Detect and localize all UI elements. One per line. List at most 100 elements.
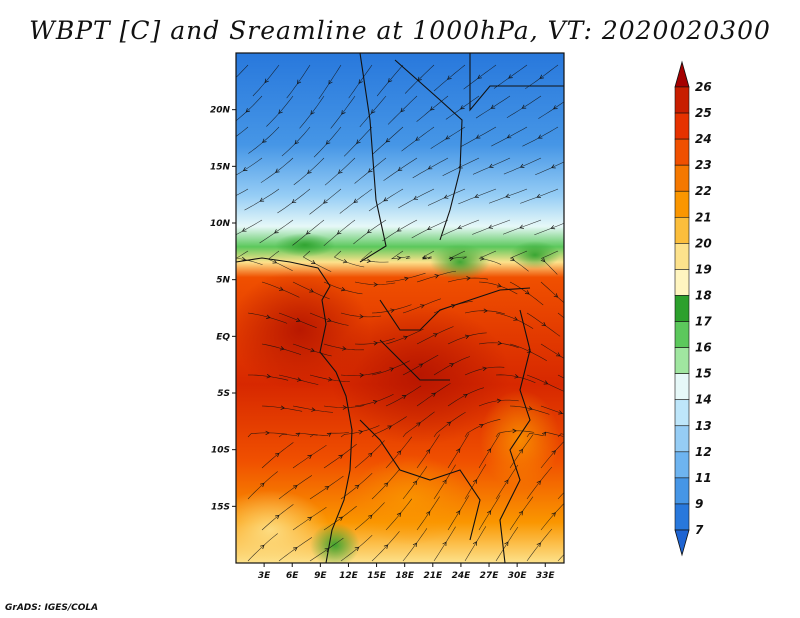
streamline-arrow xyxy=(307,454,313,459)
streamline xyxy=(248,374,289,381)
streamline-arrow xyxy=(368,452,373,458)
lon-tick-label: 33E xyxy=(536,571,556,581)
streamline-arrow xyxy=(367,168,373,173)
streamline-arrow xyxy=(387,425,393,430)
streamline xyxy=(340,534,373,562)
streamline xyxy=(412,157,449,179)
streamline xyxy=(348,64,373,99)
streamline-arrow xyxy=(541,431,547,437)
streamline-arrow xyxy=(459,105,465,110)
streamline xyxy=(433,411,466,438)
streamline-arrow xyxy=(426,225,432,231)
colorbar-box xyxy=(674,190,690,218)
streamline-arrow xyxy=(412,542,418,548)
streamline xyxy=(333,250,365,268)
streamline xyxy=(361,250,389,263)
colorbar-box xyxy=(674,373,690,401)
streamline-arrow xyxy=(356,139,361,145)
streamline-arrow xyxy=(311,407,316,412)
streamline-arrow xyxy=(341,110,346,115)
streamline-arrow xyxy=(359,314,364,319)
colorbar-box xyxy=(674,164,690,192)
streamline-arrow xyxy=(422,255,427,260)
colorbar-box xyxy=(674,269,690,296)
colorbar-label: 15 xyxy=(695,367,712,381)
streamline-arrow xyxy=(305,230,311,235)
streamline xyxy=(339,188,373,214)
streamline-arrow xyxy=(401,395,407,400)
streamline xyxy=(460,126,497,148)
streamline xyxy=(427,188,466,206)
warm-patch-west xyxy=(236,270,370,390)
streamline-arrow xyxy=(514,374,520,379)
colorbar-box xyxy=(674,347,690,374)
streamline-arrow xyxy=(570,545,574,549)
streamline xyxy=(478,342,519,349)
streamline xyxy=(416,326,454,345)
colorbar-box xyxy=(674,138,690,166)
streamline-arrow xyxy=(396,255,402,261)
streamline-arrow xyxy=(508,74,513,79)
streamline-arrow xyxy=(397,166,403,171)
streamline-arrow xyxy=(431,392,436,397)
streamline xyxy=(323,343,364,351)
streamline-arrow xyxy=(482,366,488,371)
streamline-arrow xyxy=(259,197,265,202)
colorbar-label: 18 xyxy=(695,288,712,302)
streamline xyxy=(292,405,334,413)
colorbar-label: 14 xyxy=(695,393,712,407)
streamline-arrow xyxy=(241,227,247,232)
streamline-arrow xyxy=(457,225,463,230)
streamline-arrow xyxy=(307,516,313,521)
streamline-arrow xyxy=(385,138,391,143)
colorbar-label: 22 xyxy=(695,184,712,198)
streamline xyxy=(309,475,344,500)
streamline-arrow xyxy=(551,512,556,517)
streamline xyxy=(281,126,311,157)
streamline xyxy=(402,466,428,500)
streamline-arrow xyxy=(442,541,447,547)
streamline-arrow xyxy=(434,274,440,279)
streamline-arrow xyxy=(536,480,541,485)
lon-tick-label: 9E xyxy=(314,571,327,581)
streamline-arrow xyxy=(324,486,330,491)
colorbar-label: 13 xyxy=(695,419,712,433)
streamline xyxy=(385,498,413,531)
streamline xyxy=(526,431,564,438)
colorbar-label: 17 xyxy=(695,315,712,329)
streamline-arrow xyxy=(518,448,523,454)
streamline xyxy=(278,537,313,562)
streamline-arrow xyxy=(416,422,421,427)
streamline-arrow xyxy=(264,78,269,84)
streamline-arrow xyxy=(490,104,496,109)
streamline xyxy=(534,222,564,236)
streamline-arrow xyxy=(366,229,372,234)
streamline xyxy=(354,281,396,285)
streamline xyxy=(495,312,534,329)
streamline xyxy=(495,526,519,562)
streamline xyxy=(478,399,519,407)
lat-tick-label: 20N xyxy=(210,106,231,116)
streamline-arrow xyxy=(555,352,561,357)
streamline-arrow xyxy=(426,510,431,516)
streamline xyxy=(503,219,542,235)
streamline xyxy=(572,282,605,305)
streamline-arrow xyxy=(396,227,402,232)
streamline xyxy=(261,405,303,412)
streamline-arrow xyxy=(326,432,332,437)
streamline xyxy=(236,64,249,78)
streamline xyxy=(572,504,603,530)
streamline xyxy=(557,433,564,438)
streamline-arrow xyxy=(539,74,544,79)
streamline-arrow xyxy=(585,293,589,297)
streamline xyxy=(309,537,344,562)
streamline xyxy=(416,496,440,531)
streamline xyxy=(247,471,278,500)
streamline xyxy=(330,95,356,129)
streamline xyxy=(323,219,356,247)
streamline xyxy=(447,277,489,283)
streamline-arrow xyxy=(475,134,481,139)
streamline xyxy=(478,250,502,265)
colorbar-box xyxy=(674,321,690,348)
